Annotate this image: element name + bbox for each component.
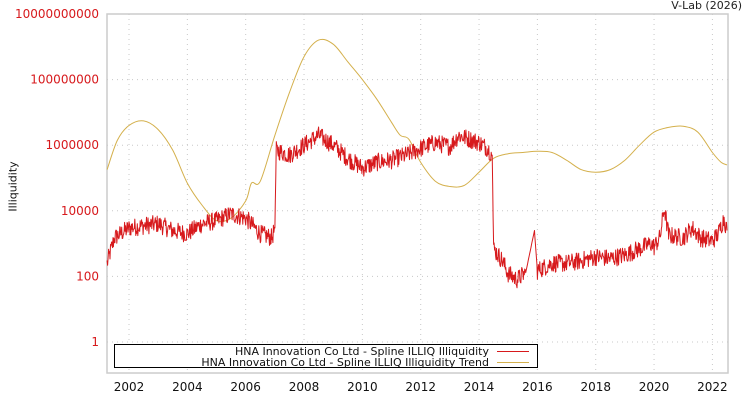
y-tick-label: 10000000000 <box>15 7 99 21</box>
x-tick-label: 2020 <box>639 380 670 394</box>
x-tick-label: 2006 <box>230 380 261 394</box>
illiquidity-line <box>106 126 728 289</box>
legend-item-illiquidity: HNA Innovation Co Ltd - Spline ILLIQ Ill… <box>235 346 529 357</box>
chart-credit: V-Lab (2026) <box>671 0 742 12</box>
x-tick-label: 2012 <box>405 380 436 394</box>
y-tick-label: 100000000 <box>30 73 99 87</box>
x-axis-ticks: 2002 2004 2006 2008 2010 2012 2014 2016 2018 2020… <box>114 380 728 394</box>
legend-swatch-gold <box>497 362 529 363</box>
x-tick-label: 2022 <box>697 380 728 394</box>
x-tick-label: 2014 <box>464 380 495 394</box>
grid-lines <box>107 14 728 373</box>
series-lines <box>106 38 728 289</box>
x-tick-label: 2010 <box>347 380 378 394</box>
x-tick-label: 2004 <box>172 380 203 394</box>
y-tick-label: 100 <box>76 269 99 283</box>
legend-swatch-red <box>497 351 529 352</box>
legend-label: HNA Innovation Co Ltd - Spline ILLIQ Ill… <box>201 356 489 369</box>
legend: HNA Innovation Co Ltd - Spline ILLIQ Ill… <box>114 344 538 368</box>
y-axis-ticks: 1 100 10000 1000000 100000000 10000000000 <box>15 7 99 349</box>
x-tick-label: 2002 <box>114 380 145 394</box>
legend-item-trend: HNA Innovation Co Ltd - Spline ILLIQ Ill… <box>201 357 529 368</box>
y-tick-label: 10000 <box>61 204 99 218</box>
x-tick-label: 2018 <box>580 380 611 394</box>
legend-label: HNA Innovation Co Ltd - Spline ILLIQ Ill… <box>234 345 489 358</box>
y-axis-label: Illiquidity <box>6 161 20 212</box>
x-tick-label: 2016 <box>522 380 553 394</box>
plot-frame <box>106 13 729 374</box>
y-tick-label: 1000000 <box>46 138 99 152</box>
y-tick-label: 1 <box>91 335 99 349</box>
x-tick-label: 2008 <box>289 380 320 394</box>
